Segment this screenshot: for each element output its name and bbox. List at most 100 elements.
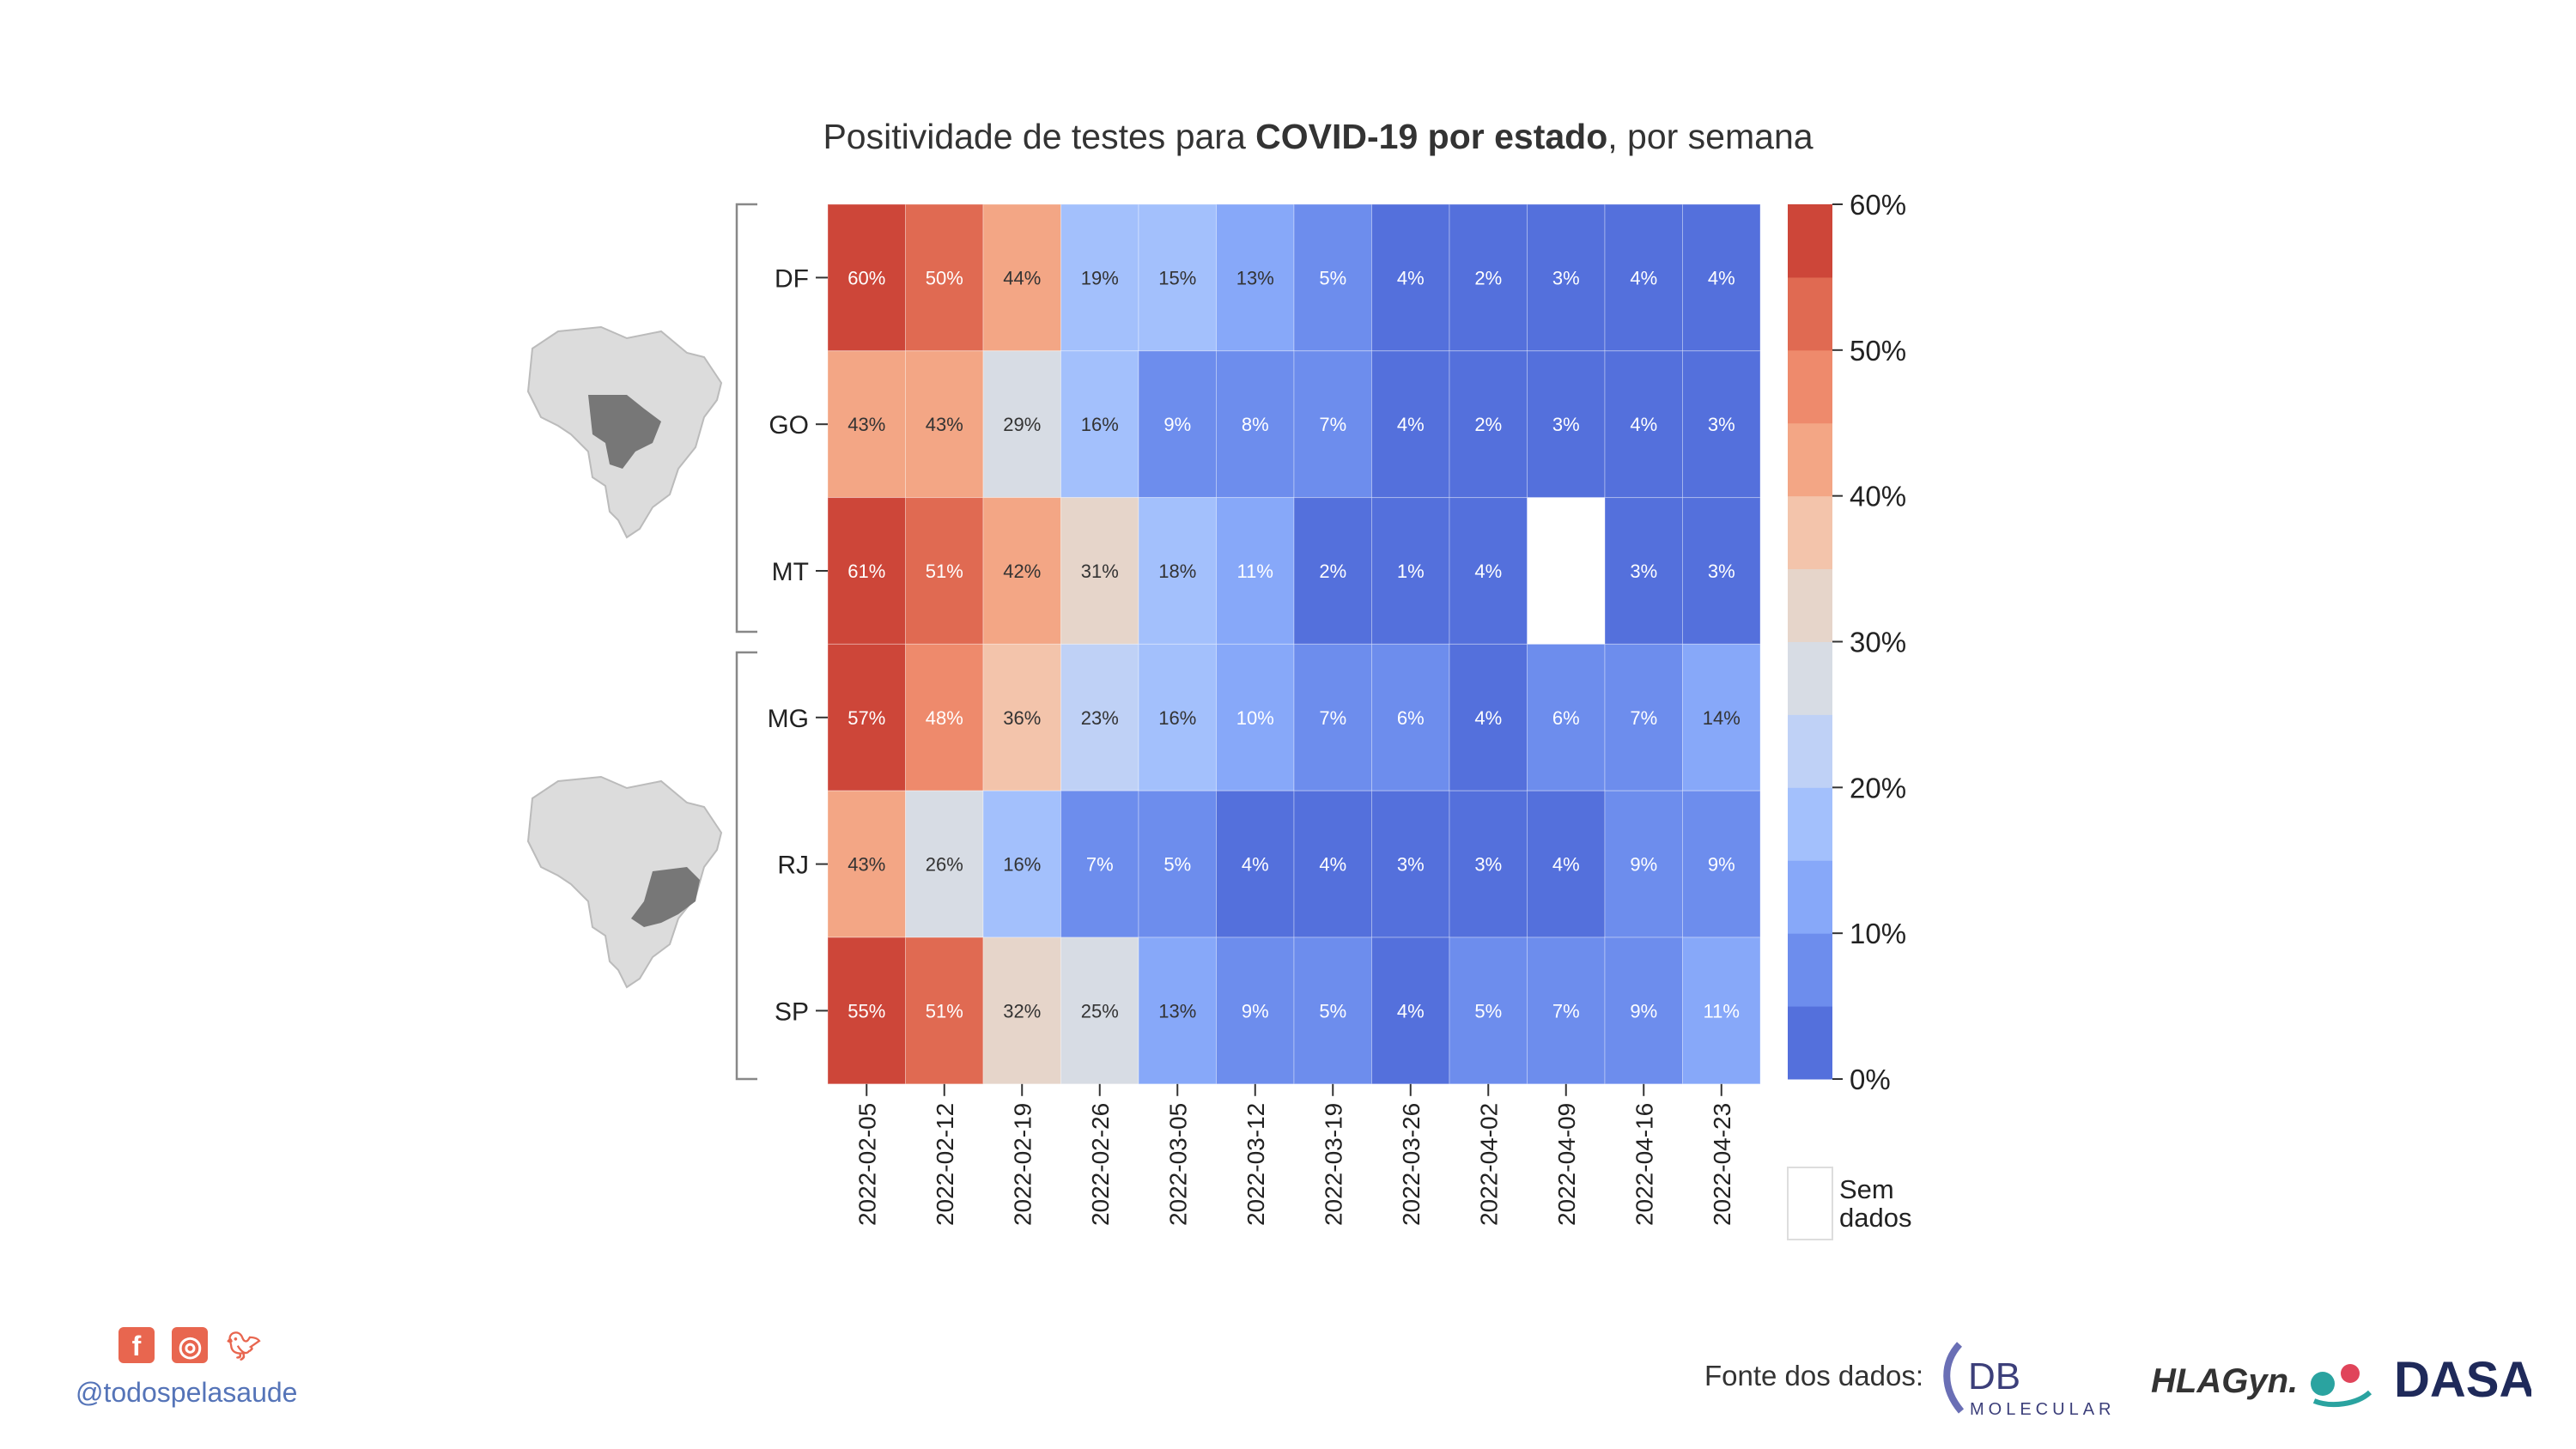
cell-label: 32% [1003, 1000, 1041, 1022]
colorbar-segment [1788, 714, 1832, 788]
cell-label: 3% [1397, 854, 1425, 876]
colorbar-segment [1788, 1006, 1832, 1080]
cell-label: 13% [1236, 267, 1274, 288]
y-tick-label: SP [775, 997, 809, 1026]
heatmap-cell [827, 350, 906, 499]
source-label: Fonte dos dados: [1704, 1360, 1924, 1391]
heatmap-cell [1216, 497, 1295, 645]
heatmap-cell [1060, 350, 1139, 499]
heatmap-cell [982, 350, 1061, 499]
facebook-icon[interactable]: f [118, 1327, 155, 1363]
heatmap-cell [1293, 497, 1372, 645]
cell-label: 9% [1630, 1000, 1657, 1022]
heatmap-cell [1216, 350, 1295, 499]
heatmap-cell [1527, 790, 1606, 938]
x-tick-label: 2022-03-26 [1398, 1103, 1425, 1226]
x-tick-label: 2022-03-19 [1320, 1103, 1346, 1226]
cell-label: 16% [1081, 414, 1119, 435]
heatmap-cell [1527, 203, 1606, 352]
heatmap-cell [1527, 643, 1606, 791]
colorbar-segment [1788, 204, 1832, 278]
social-handle[interactable]: @todospelasaude [76, 1377, 298, 1408]
heatmap-cell [1604, 937, 1683, 1085]
y-tick-label: RJ [777, 852, 809, 880]
heatmap-cell [1371, 790, 1450, 938]
colorbar-segment [1788, 422, 1832, 497]
colorbar-tick-label: 30% [1850, 627, 1906, 658]
cell-label: 26% [926, 854, 963, 876]
colorbar-tick-label: 20% [1850, 772, 1906, 803]
colorbar-segment [1788, 787, 1832, 861]
cell-label: 6% [1397, 707, 1425, 729]
x-tick-label: 2022-04-16 [1631, 1103, 1657, 1226]
cell-label: 13% [1158, 1000, 1196, 1022]
cell-label: 16% [1003, 854, 1041, 876]
colorbar-tick-label: 10% [1850, 918, 1906, 949]
heatmap-cell [1293, 203, 1372, 352]
heatmap-cell [827, 937, 906, 1085]
svg-text:MOLECULAR: MOLECULAR [1970, 1400, 2115, 1419]
x-tick-label: 2022-04-09 [1553, 1103, 1580, 1226]
social-icons: f ◎ 🐦︎ [118, 1327, 276, 1363]
heatmap-cell [1604, 350, 1683, 499]
missing-legend-label: dados [1839, 1203, 1911, 1233]
cell-label: 4% [1397, 414, 1425, 435]
cell-label: 3% [1552, 267, 1580, 288]
heatmap-cell [1449, 497, 1528, 645]
cell-label: 4% [1552, 854, 1580, 876]
cell-label: 7% [1630, 707, 1657, 729]
x-tick-label: 2022-04-23 [1709, 1103, 1735, 1226]
cell-label: 4% [1397, 267, 1425, 288]
heatmap-cell [1449, 350, 1528, 499]
cell-label: 2% [1319, 561, 1346, 582]
brazil-map-center-west [526, 325, 723, 539]
cell-label: 29% [1003, 414, 1041, 435]
brazil-map-southeast [526, 775, 723, 989]
cell-label: 14% [1703, 707, 1741, 729]
x-tick-label: 2022-04-02 [1475, 1103, 1502, 1226]
db-molecular-logo: DB MOLECULAR [1943, 1342, 2115, 1419]
heatmap-cell [1682, 937, 1761, 1085]
cell-label: 7% [1319, 414, 1346, 435]
cell-label: 4% [1319, 854, 1346, 876]
cell-label: 61% [848, 561, 885, 582]
cell-label: 55% [848, 1000, 885, 1022]
dasa-logo: DASA [2394, 1352, 2531, 1408]
colorbar-segment [1788, 568, 1832, 642]
heatmap-cell [827, 643, 906, 791]
x-tick-label: 2022-03-12 [1242, 1103, 1269, 1226]
cell-label: 50% [926, 267, 963, 288]
cell-label: 51% [926, 1000, 963, 1022]
cell-label: 7% [1086, 854, 1114, 876]
twitter-icon[interactable]: 🐦︎ [226, 1331, 262, 1361]
heatmap-cell [1527, 350, 1606, 499]
instagram-icon[interactable]: ◎ [172, 1327, 209, 1363]
cell-label: 9% [1708, 854, 1735, 876]
heatmap-cell [1293, 937, 1372, 1085]
heatmap-cell [1604, 790, 1683, 938]
cell-label: 5% [1319, 267, 1346, 288]
colorbar-tick-label: 60% [1850, 189, 1906, 221]
svg-text:DB: DB [1968, 1355, 2020, 1397]
cell-label: 9% [1630, 854, 1657, 876]
heatmap-cell [905, 350, 984, 499]
heatmap-cell [1682, 643, 1761, 791]
x-tick-label: 2022-02-05 [854, 1103, 880, 1226]
cell-label: 51% [926, 561, 963, 582]
svg-text:HLAGyn.: HLAGyn. [2151, 1362, 2298, 1400]
cell-label: 48% [926, 707, 963, 729]
missing-legend-swatch [1787, 1167, 1833, 1240]
svg-text:DASA: DASA [2394, 1352, 2531, 1408]
cell-label: 18% [1158, 561, 1196, 582]
cell-label: 4% [1630, 414, 1657, 435]
cell-label: 2% [1474, 267, 1502, 288]
cell-label: 2% [1474, 414, 1502, 435]
y-tick-label: DF [775, 264, 809, 293]
heatmap-cell [1060, 937, 1139, 1085]
heatmap-cell [1449, 937, 1528, 1085]
heatmap-cell [1216, 937, 1295, 1085]
x-tick-label: 2022-02-26 [1087, 1103, 1114, 1226]
cell-label: 3% [1474, 854, 1502, 876]
cell-label: 11% [1704, 1000, 1740, 1022]
